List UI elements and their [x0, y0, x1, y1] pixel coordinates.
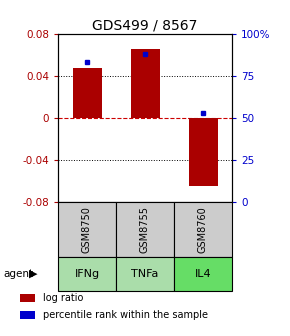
Text: GSM8755: GSM8755 [140, 206, 150, 253]
Text: GSM8760: GSM8760 [198, 206, 208, 253]
Bar [116, 257, 174, 291]
Text: GSM8750: GSM8750 [82, 206, 92, 253]
Bar [174, 202, 232, 257]
Bar [130, 49, 160, 118]
Text: agent: agent [3, 269, 33, 279]
Bar [58, 257, 116, 291]
Text: percentile rank within the sample: percentile rank within the sample [43, 310, 208, 320]
Bar [20, 311, 35, 319]
Text: IFNg: IFNg [75, 269, 99, 279]
Bar [116, 202, 174, 257]
Text: IL4: IL4 [195, 269, 211, 279]
Text: log ratio: log ratio [43, 293, 84, 303]
Bar [174, 257, 232, 291]
Text: ▶: ▶ [29, 269, 37, 279]
Bar [58, 202, 116, 257]
Bar [72, 68, 102, 118]
Bar [188, 118, 218, 186]
Bar [20, 294, 35, 302]
Text: TNFa: TNFa [131, 269, 159, 279]
Title: GDS499 / 8567: GDS499 / 8567 [92, 18, 198, 33]
